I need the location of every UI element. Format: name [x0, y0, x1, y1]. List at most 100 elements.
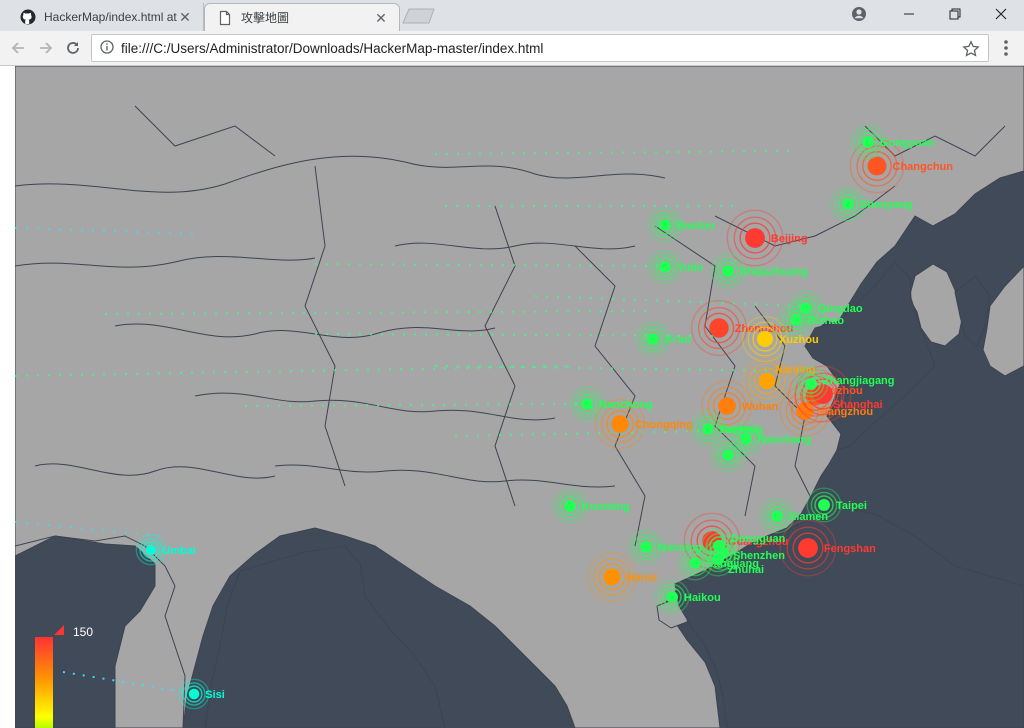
- menu-button[interactable]: [996, 36, 1016, 60]
- city-marker[interactable]: Wuhan: [701, 380, 779, 432]
- city-marker[interactable]: Baotou: [647, 207, 715, 243]
- city-dot[interactable]: [718, 397, 736, 415]
- city-dot[interactable]: [603, 568, 621, 586]
- city-marker[interactable]: Rizhao: [778, 302, 844, 338]
- city-dot[interactable]: [771, 510, 783, 522]
- south-china-sea: [674, 505, 1024, 728]
- city-marker[interactable]: Fengshan: [779, 519, 876, 577]
- city-marker[interactable]: Nanchong: [569, 386, 653, 422]
- ripple-ring: [790, 396, 820, 426]
- ripple-ring: [704, 545, 732, 573]
- tab-attack-map[interactable]: 攻擊地圖 ✕: [204, 3, 400, 31]
- ripple-ring: [830, 186, 866, 222]
- ripple-ring: [793, 366, 829, 402]
- ripple-ring: [556, 492, 584, 520]
- new-tab-button[interactable]: [402, 8, 436, 24]
- city-dot[interactable]: [581, 398, 593, 410]
- city-marker[interactable]: Shenyang: [830, 186, 913, 222]
- profile-icon[interactable]: [836, 0, 882, 28]
- city-marker[interactable]: Yulin: [647, 249, 704, 285]
- city-dot[interactable]: [862, 136, 874, 148]
- city-dot[interactable]: [867, 156, 887, 176]
- ripple-ring: [708, 549, 728, 569]
- ripple-ring: [787, 368, 843, 424]
- city-dot[interactable]: [745, 228, 765, 248]
- city-dot[interactable]: [712, 553, 724, 565]
- city-dot[interactable]: [790, 314, 802, 326]
- city-marker[interactable]: Umbai: [135, 534, 196, 566]
- city-dot[interactable]: [842, 198, 854, 210]
- city-marker[interactable]: Qingdao: [788, 290, 863, 326]
- city-dot[interactable]: [702, 423, 714, 435]
- city-dot[interactable]: [722, 265, 734, 277]
- city-dot[interactable]: [611, 415, 629, 433]
- close-icon[interactable]: ✕: [375, 9, 387, 26]
- city-dot[interactable]: [709, 318, 729, 338]
- city-dot[interactable]: [800, 302, 812, 314]
- city-marker[interactable]: Fuzhou: [710, 424, 759, 473]
- city-marker[interactable]: Zhangjiagang: [793, 366, 895, 402]
- city-marker[interactable]: Xi'an: [635, 321, 691, 357]
- ripple-ring: [632, 533, 660, 561]
- ripple-ring: [600, 404, 640, 444]
- info-icon[interactable]: [100, 39, 114, 57]
- city-dot[interactable]: [757, 331, 773, 347]
- address-bar[interactable]: file:///C:/Users/Administrator/Downloads…: [91, 34, 989, 62]
- city-marker[interactable]: Nanchang: [728, 421, 811, 457]
- forward-button[interactable]: [34, 36, 58, 60]
- city-dot[interactable]: [666, 591, 678, 603]
- ripple-ring: [797, 370, 825, 398]
- city-marker[interactable]: Kunming: [552, 488, 630, 524]
- close-window-button[interactable]: [978, 0, 1024, 28]
- city-marker[interactable]: Xuzhou: [741, 315, 819, 363]
- city-dot[interactable]: [659, 219, 671, 231]
- city-dot[interactable]: [564, 500, 576, 512]
- city-marker[interactable]: Yangjiang: [677, 545, 759, 581]
- city-dot[interactable]: [818, 499, 830, 511]
- city-marker[interactable]: Sisi: [178, 678, 225, 710]
- ripple-ring: [788, 290, 824, 326]
- city-dot[interactable]: [798, 538, 818, 558]
- ripple-ring: [598, 563, 626, 591]
- japan-landmass: [982, 265, 1024, 377]
- city-dot[interactable]: [647, 333, 659, 345]
- legend-gradient-bar[interactable]: [35, 637, 53, 728]
- city-dot[interactable]: [805, 378, 817, 390]
- restore-button[interactable]: [932, 0, 978, 28]
- ripple-ring: [801, 372, 845, 416]
- ripple-ring: [806, 487, 842, 523]
- city-marker[interactable]: Beijing: [726, 209, 808, 267]
- ripple-ring: [142, 541, 160, 559]
- bookmark-star-icon[interactable]: [962, 40, 980, 58]
- city-marker[interactable]: Shijiazhuang: [710, 253, 808, 289]
- city-marker[interactable]: Chongqing: [594, 398, 693, 450]
- city-marker[interactable]: Zhuhai: [700, 541, 764, 577]
- minimize-button[interactable]: [886, 0, 932, 28]
- legend-max-handle[interactable]: [54, 625, 64, 635]
- attack-map[interactable]: Changchun Beijing Zhengzhou Xuzhou Wuhan Chon…: [15, 66, 1024, 728]
- city-dot[interactable]: [145, 544, 157, 556]
- ripple-ring: [786, 310, 806, 330]
- city-marker[interactable]: Gongyuan: [850, 124, 935, 160]
- url-text[interactable]: file:///C:/Users/Administrator/Downloads…: [121, 40, 544, 56]
- city-dot[interactable]: [758, 372, 776, 390]
- city-marker[interactable]: Xiamen: [759, 498, 828, 534]
- city-dot[interactable]: [188, 688, 200, 700]
- tab-hackermap-github[interactable]: HackerMap/index.html at ✕: [8, 3, 204, 31]
- city-label: Fengshan: [824, 543, 876, 555]
- city-dot[interactable]: [689, 557, 701, 569]
- city-marker[interactable]: Hanoi: [587, 552, 657, 602]
- ripple-ring: [810, 491, 838, 519]
- back-button[interactable]: [6, 36, 30, 60]
- city-dot[interactable]: [740, 433, 752, 445]
- city-marker[interactable]: Haikou: [654, 579, 721, 615]
- city-dot[interactable]: [722, 449, 734, 461]
- ripple-ring: [606, 410, 634, 438]
- visual-map-legend[interactable]: 150 50: [35, 625, 105, 728]
- city-dot[interactable]: [640, 541, 652, 553]
- close-icon[interactable]: ✕: [179, 9, 191, 25]
- city-marker[interactable]: Nanjing: [742, 356, 815, 406]
- city-dot[interactable]: [659, 261, 671, 273]
- city-marker[interactable]: Taipei: [806, 487, 867, 523]
- reload-button[interactable]: [61, 36, 85, 60]
